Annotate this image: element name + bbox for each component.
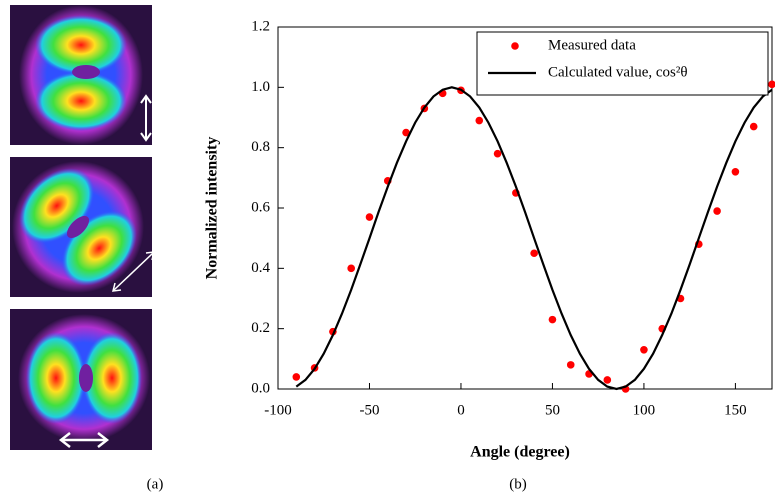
data-point (292, 373, 301, 381)
legend-label: Calculated value, cos²θ (548, 64, 688, 80)
data-point (566, 361, 575, 369)
legend-box (476, 31, 769, 96)
data-point (493, 149, 502, 158)
beam-image (10, 309, 152, 450)
data-point (640, 345, 648, 354)
data-point (530, 249, 538, 258)
y-tick-label: 1.2 (251, 18, 270, 34)
data-point (768, 80, 775, 89)
data-point (603, 376, 612, 384)
data-point (713, 207, 721, 215)
x-tick-label: 0 (457, 402, 465, 418)
beam-image (10, 5, 152, 145)
x-tick-label: 100 (633, 402, 656, 418)
panel-label: (a) (147, 476, 164, 492)
legend-marker (511, 42, 519, 50)
y-tick-label: 1.0 (251, 79, 270, 95)
x-tick-label: 50 (545, 402, 560, 418)
data-point (731, 168, 740, 176)
x-axis-title: Angle (degree) (470, 444, 570, 461)
legend-label: Measured data (548, 37, 636, 53)
y-tick-label: 0.0 (251, 380, 270, 396)
y-axis-title: Normalized intensity (204, 137, 221, 280)
panel-label: (b) (509, 476, 527, 492)
x-tick-label: -50 (359, 402, 379, 418)
x-tick-label: -100 (264, 402, 292, 418)
x-tick-label: 150 (724, 402, 747, 418)
y-tick-label: 0.8 (251, 139, 270, 155)
data-point (365, 213, 374, 221)
data-point (402, 128, 410, 137)
data-point (749, 122, 758, 131)
curve (295, 86, 773, 391)
data-point (475, 116, 484, 125)
data-point (548, 315, 557, 324)
beam-image (10, 157, 155, 297)
y-tick-label: 0.4 (251, 260, 270, 276)
y-tick-label: 0.6 (251, 199, 270, 215)
y-tick-label: 0.2 (251, 320, 270, 336)
data-point (347, 264, 355, 273)
